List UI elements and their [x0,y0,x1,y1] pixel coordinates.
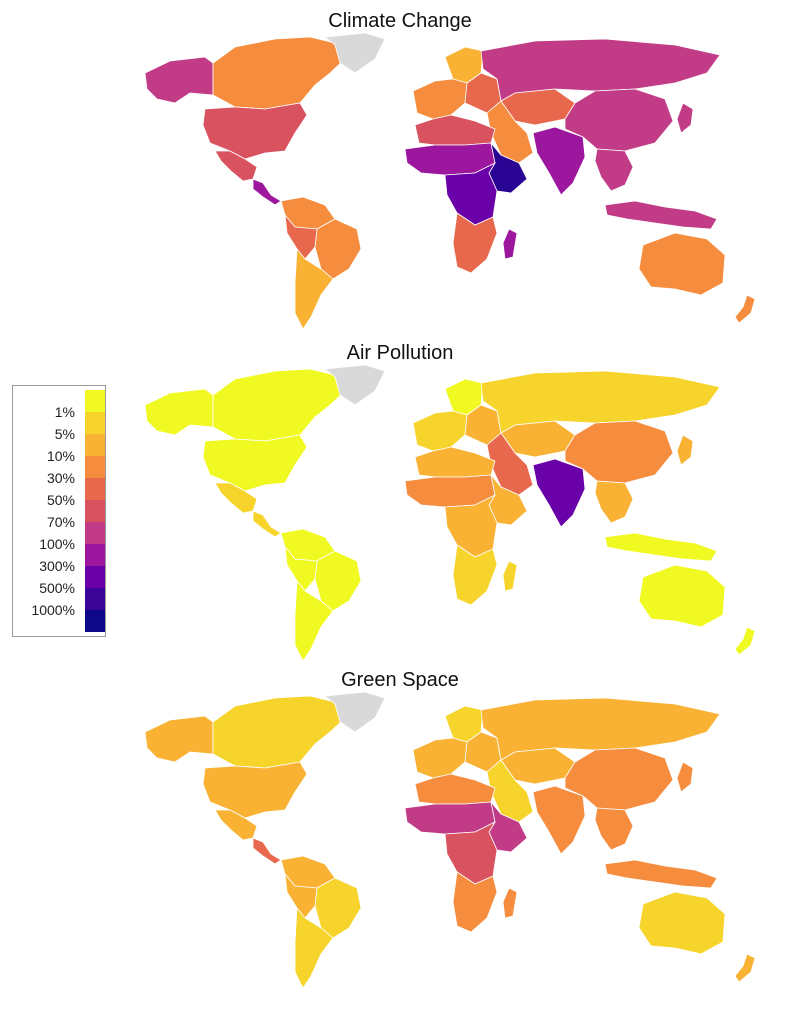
country-europe-west [412,737,468,779]
legend-swatch [85,588,105,610]
country-central-africa [444,162,498,226]
country-europe-west [412,410,468,452]
legend-label: 10% [46,448,75,464]
country-middle-east [486,100,534,164]
country-south-asia [532,458,586,528]
world-map-green-space [144,692,756,989]
legend-label: 300% [39,558,75,574]
country-southern-africa [452,871,498,933]
country-usa [202,761,308,819]
legend-swatch [85,500,105,522]
country-southeast-asia [594,807,634,851]
legend-label: 1% [54,404,75,420]
country-indonesia [604,200,718,230]
legend-label: 30% [46,470,75,486]
country-australia [638,564,726,628]
country-usa [202,434,308,492]
country-middle-east [486,759,534,823]
country-new-zealand [734,626,756,656]
country-usa [202,102,308,160]
country-madagascar [502,887,518,919]
country-southern-africa [452,212,498,274]
country-japan [676,434,694,466]
country-indonesia [604,859,718,889]
legend-label: 70% [46,514,75,530]
legend-label: 50% [46,492,75,508]
legend-swatch [85,544,105,566]
country-new-zealand [734,953,756,983]
country-greenland [323,692,386,733]
country-argentina [294,247,334,330]
legend-swatch [85,478,105,500]
country-argentina [294,906,334,989]
country-brazil [314,550,362,612]
country-south-asia [532,126,586,196]
country-north-africa [414,114,496,146]
country-central-america [252,178,282,206]
country-alaska [144,715,214,763]
country-southern-africa [452,544,498,606]
country-greenland [323,365,386,406]
country-north-africa [414,773,496,805]
country-indonesia [604,532,718,562]
country-central-africa [444,494,498,558]
country-greenland [323,33,386,74]
country-china [564,88,674,152]
legend-swatch [85,390,105,412]
country-southeast-asia [594,480,634,524]
country-central-africa [444,821,498,885]
country-madagascar [502,560,518,592]
legend-label: 100% [39,536,75,552]
country-madagascar [502,228,518,260]
country-new-zealand [734,294,756,324]
country-andes [284,872,318,919]
legend-label: 5% [54,426,75,442]
country-japan [676,102,694,134]
country-south-asia [532,785,586,855]
legend-swatch [85,610,105,632]
legend-swatch [85,566,105,588]
country-brazil [314,218,362,280]
map-title-green-space: Green Space [341,669,459,691]
country-middle-east [486,432,534,496]
country-canada [212,368,346,442]
country-andes [284,545,318,592]
country-canada [212,695,346,769]
country-australia [638,891,726,955]
country-canada [212,36,346,110]
country-central-america [252,837,282,865]
legend-swatch [85,522,105,544]
country-argentina [294,579,334,662]
country-north-africa [414,446,496,478]
country-andes [284,213,318,260]
country-alaska [144,56,214,104]
country-brazil [314,877,362,939]
country-southeast-asia [594,148,634,192]
country-japan [676,761,694,793]
world-map-air-pollution [144,365,756,662]
country-central-america [252,510,282,538]
legend-label: 500% [39,580,75,596]
legend-label: 1000% [31,602,75,618]
country-china [564,420,674,484]
country-australia [638,232,726,296]
map-title-air-pollution: Air Pollution [346,342,454,364]
map-title-climate-change: Climate Change [328,10,472,32]
country-europe-west [412,78,468,120]
legend-swatch [85,412,105,434]
country-alaska [144,388,214,436]
color-legend: 1% 5% 10% 30% 50% 70% 100% 300% 500% 1000% [12,385,106,637]
legend-swatch [85,456,105,478]
legend-swatch [85,434,105,456]
world-map-climate-change [144,33,756,330]
country-china [564,747,674,811]
